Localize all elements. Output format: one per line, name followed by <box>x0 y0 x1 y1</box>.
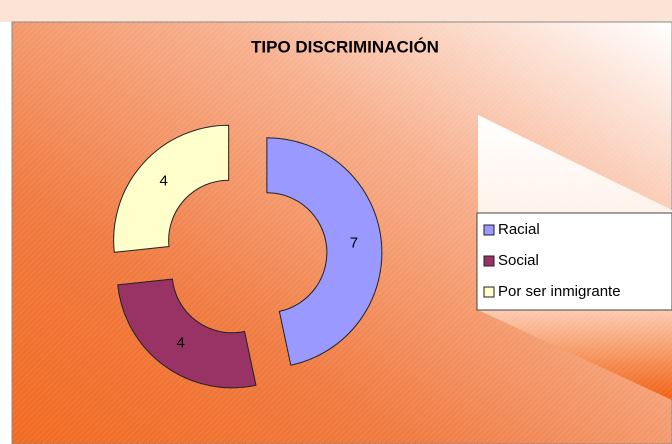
legend <box>476 212 672 311</box>
top-strip <box>0 0 672 22</box>
legend-swatch <box>483 224 495 236</box>
legend-label: Social <box>498 252 539 269</box>
data-label: 7 <box>350 235 358 252</box>
data-label: 4 <box>176 335 184 352</box>
data-label: 4 <box>159 173 167 190</box>
legend-swatch <box>483 255 495 267</box>
legend-swatch <box>483 286 495 298</box>
doughnut-slice <box>266 137 383 366</box>
doughnut-slice <box>117 278 257 389</box>
doughnut-slice <box>113 124 230 253</box>
legend-label: Por ser inmigrante <box>498 283 621 300</box>
chart-title: TIPO DISCRIMINACIÓN <box>251 37 439 56</box>
legend-label: Racial <box>498 221 540 238</box>
